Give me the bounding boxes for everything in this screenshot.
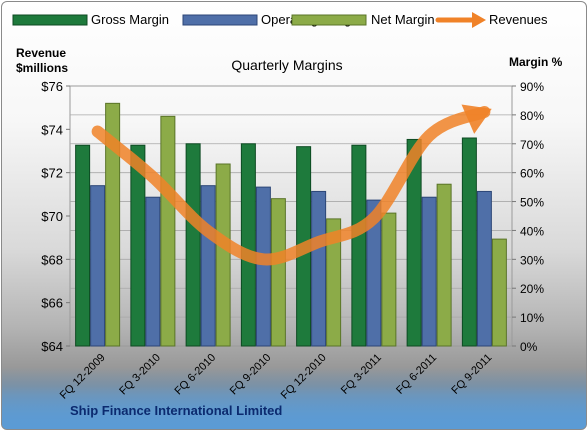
legend-label-gross-margin: Gross Margin [91,12,169,27]
bar-net-margin [270,198,286,347]
bar-operating-margin [200,185,216,347]
right-axis-tick-label: 90% [520,80,544,94]
bar-gross-margin [351,144,367,347]
right-axis-tick-label: 0% [520,340,538,354]
bar-operating-margin [476,190,492,347]
bar-gross-margin [240,143,256,347]
bar-operating-margin [90,185,106,347]
right-axis-tick-label: 10% [520,311,544,325]
bar-gross-margin [185,143,201,347]
right-axis-tick-label: 70% [520,138,544,152]
legend-swatch-operating-margin [182,14,258,26]
bar-operating-margin [255,186,271,347]
right-axis-tick-label: 50% [520,196,544,210]
line-layer [91,104,492,266]
x-axis-tick-label: FQ 12-2010 [279,352,329,402]
bar-operating-margin [421,196,437,347]
left-axis-tick-label: $76 [41,79,63,94]
bar-net-margin [381,212,397,347]
right-axis-tick-label: 40% [520,224,544,238]
left-axis-tick-label: $74 [41,122,63,137]
x-axis-tick-label: FQ 9-2011 [449,352,494,397]
legend: Gross Margin Operating Margin Net Margin… [12,12,548,28]
left-axis-tick-label: $70 [41,209,63,224]
bar-net-margin [215,163,231,347]
right-axis-tick-label: 80% [520,109,544,123]
bar-gross-margin [75,144,91,347]
bar-net-margin [160,115,176,347]
chart-title: Quarterly Margins [231,57,342,73]
legend-swatch-gross-margin [12,14,88,26]
left-axis-tick-label: $68 [41,252,63,267]
x-axis-tick-label: FQ 12-2009 [58,352,108,402]
legend-label-net-margin: Net Margin [371,12,435,27]
left-axis-tick-label: $72 [41,166,63,181]
footer-company-name: Ship Finance International Limited [70,403,282,418]
bar-operating-margin [145,196,161,347]
right-axis-tick-label: 60% [520,167,544,181]
bar-operating-margin [366,199,382,347]
legend-label-revenues: Revenues [489,12,548,27]
right-axis-label: Margin % [509,55,563,69]
x-axis-tick-label: FQ 3-2010 [117,352,163,398]
right-axis-tick-label: 20% [520,282,544,296]
footer-band [2,367,586,429]
bar-net-margin [436,183,452,347]
bar-net-margin [105,102,121,347]
x-axis-tick-label: FQ 6-2010 [173,352,219,398]
left-axis-label-line2: $millions [16,61,68,75]
x-axis-tick-label: FQ 6-2011 [394,352,439,397]
left-axis-tick-label: $64 [41,339,63,354]
legend-swatch-net-margin [291,14,367,26]
revenues-arrowhead [461,104,492,134]
right-axis-tick-label: 30% [520,253,544,267]
x-axis-tick-label: FQ 9-2010 [228,352,274,398]
bar-gross-margin [406,138,422,347]
left-axis-label-line1: Revenue [16,46,66,60]
bar-net-margin [326,218,342,347]
bars-layer [75,102,507,347]
bar-operating-margin [311,190,327,347]
legend-swatch-revenues [435,12,486,28]
revenues-line [91,106,491,266]
x-axis-tick-label: FQ 3-2011 [339,352,384,397]
bar-net-margin [491,238,507,347]
left-axis-tick-label: $66 [41,296,63,311]
bar-gross-margin [130,144,146,347]
bar-gross-margin [461,137,477,347]
